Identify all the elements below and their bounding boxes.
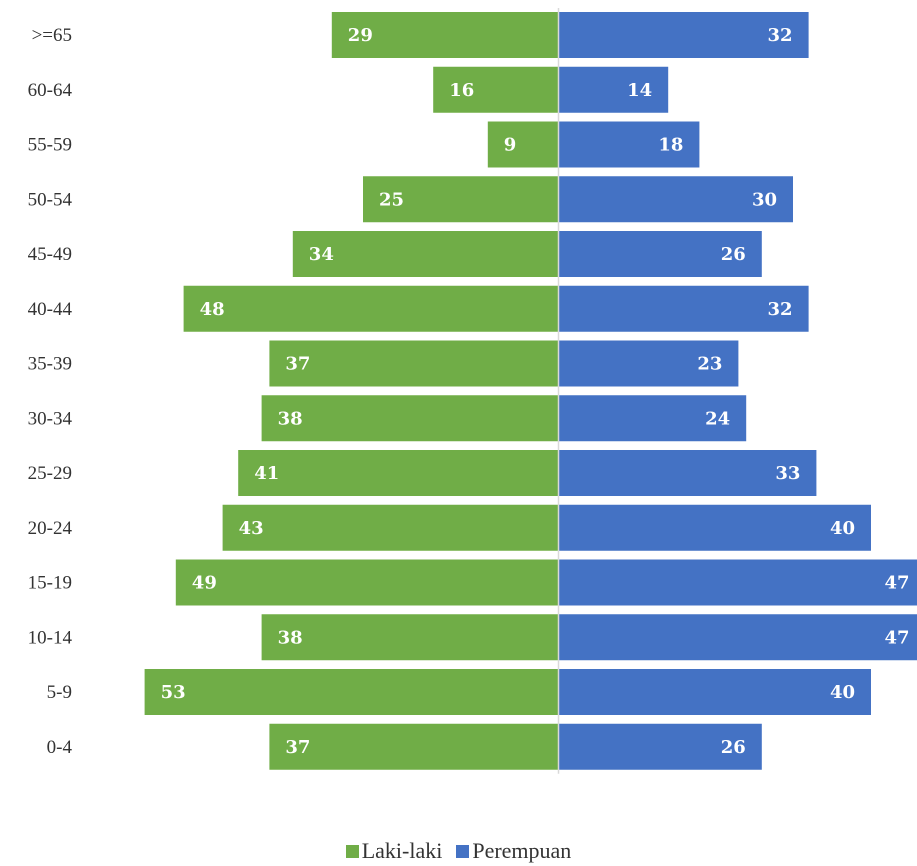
- data-label-laki-laki: 48: [200, 299, 225, 320]
- bar-perempuan: [559, 121, 700, 168]
- bar-laki-laki: [487, 121, 558, 168]
- data-label-perempuan: 18: [658, 135, 683, 156]
- data-label-perempuan: 23: [697, 354, 722, 375]
- data-label-laki-laki: 29: [348, 25, 373, 46]
- data-label-perempuan: 30: [752, 189, 777, 210]
- y-tick-label: 20-24: [28, 518, 73, 539]
- bar-laki-laki: [433, 66, 558, 113]
- data-label-laki-laki: 41: [254, 463, 279, 484]
- y-tick-label: 15-19: [28, 573, 72, 594]
- data-label-perempuan: 26: [721, 244, 746, 265]
- bar-laki-laki: [238, 450, 558, 496]
- y-axis-ticks: >=65 60-64 55-59 50-54 45-49 40-44 35-39 30-34 2…: [28, 25, 73, 758]
- data-label-laki-laki: 43: [239, 518, 264, 539]
- y-tick-label: 40-44: [28, 299, 73, 320]
- legend-item-laki-laki: Laki-laki: [345, 838, 443, 864]
- y-tick-label: 60-64: [28, 80, 73, 101]
- bar-laki-laki: [261, 614, 558, 661]
- data-label-laki-laki: 9: [504, 135, 517, 156]
- bar-perempuan: [559, 450, 817, 496]
- bar-laki-laki: [222, 504, 558, 551]
- y-tick-label: 50-54: [28, 189, 73, 210]
- data-label-perempuan: 47: [885, 627, 910, 648]
- y-tick-label: 25-29: [28, 463, 72, 484]
- data-label-perempuan: 32: [768, 299, 793, 320]
- bars: [144, 12, 917, 770]
- bar-laki-laki: [269, 340, 558, 387]
- data-label-perempuan: 40: [830, 682, 855, 703]
- legend-swatch-laki-laki: [345, 844, 359, 858]
- data-label-perempuan: 24: [705, 408, 730, 429]
- legend-label-laki-laki: Laki-laki: [361, 838, 443, 863]
- y-tick-label: >=65: [32, 25, 72, 46]
- bar-laki-laki: [292, 231, 558, 277]
- legend-swatch-perempuan: [456, 844, 470, 858]
- y-tick-label: 10-14: [28, 627, 73, 648]
- data-label-laki-laki: 34: [309, 244, 334, 265]
- bar-laki-laki: [175, 559, 559, 606]
- legend-label-perempuan: Perempuan: [472, 838, 572, 863]
- data-label-laki-laki: 49: [192, 573, 217, 594]
- bar-laki-laki: [363, 176, 558, 223]
- bar-laki-laki: [144, 669, 558, 715]
- data-label-laki-laki: 37: [285, 354, 310, 375]
- data-label-laki-laki: 53: [161, 682, 186, 703]
- bar-perempuan: [559, 231, 762, 277]
- bar-perempuan: [559, 340, 739, 387]
- y-tick-label: 55-59: [28, 135, 72, 156]
- bar-perempuan: [559, 176, 793, 223]
- data-label-perempuan: 33: [775, 463, 800, 484]
- data-label-laki-laki: 16: [449, 80, 474, 101]
- data-labels: 29 32 16 14 9 18 25 30 34 26 48 32 37 23 38 24 41 33 43 40 4…: [161, 25, 910, 758]
- legend-item-perempuan: Perempuan: [456, 838, 571, 864]
- data-label-perempuan: 14: [627, 80, 652, 101]
- data-label-laki-laki: 25: [379, 189, 404, 210]
- bar-perempuan: [559, 12, 809, 58]
- y-tick-label: 5-9: [47, 682, 72, 703]
- y-tick-label: 45-49: [28, 244, 72, 265]
- data-label-laki-laki: 37: [285, 737, 310, 758]
- bar-perempuan: [559, 66, 669, 113]
- data-label-perempuan: 47: [885, 573, 910, 594]
- bar-laki-laki: [261, 395, 558, 442]
- bar-laki-laki: [269, 723, 558, 770]
- bar-perempuan: [559, 559, 917, 606]
- data-label-perempuan: 40: [830, 518, 855, 539]
- bar-perempuan: [559, 723, 762, 770]
- y-tick-label: 0-4: [47, 737, 73, 758]
- data-label-perempuan: 26: [721, 737, 746, 758]
- bar-laki-laki: [331, 12, 558, 58]
- bar-perempuan: [559, 285, 809, 332]
- bar-perempuan: [559, 669, 871, 715]
- y-tick-label: 35-39: [28, 354, 72, 375]
- y-tick-label: 30-34: [28, 408, 73, 429]
- legend: Laki-laki Perempuan: [0, 838, 917, 864]
- data-label-laki-laki: 38: [278, 627, 303, 648]
- bar-laki-laki: [183, 285, 558, 332]
- bar-perempuan: [559, 504, 871, 551]
- bar-perempuan: [559, 614, 917, 661]
- bar-perempuan: [559, 395, 747, 442]
- data-label-perempuan: 32: [768, 25, 793, 46]
- data-label-laki-laki: 38: [278, 408, 303, 429]
